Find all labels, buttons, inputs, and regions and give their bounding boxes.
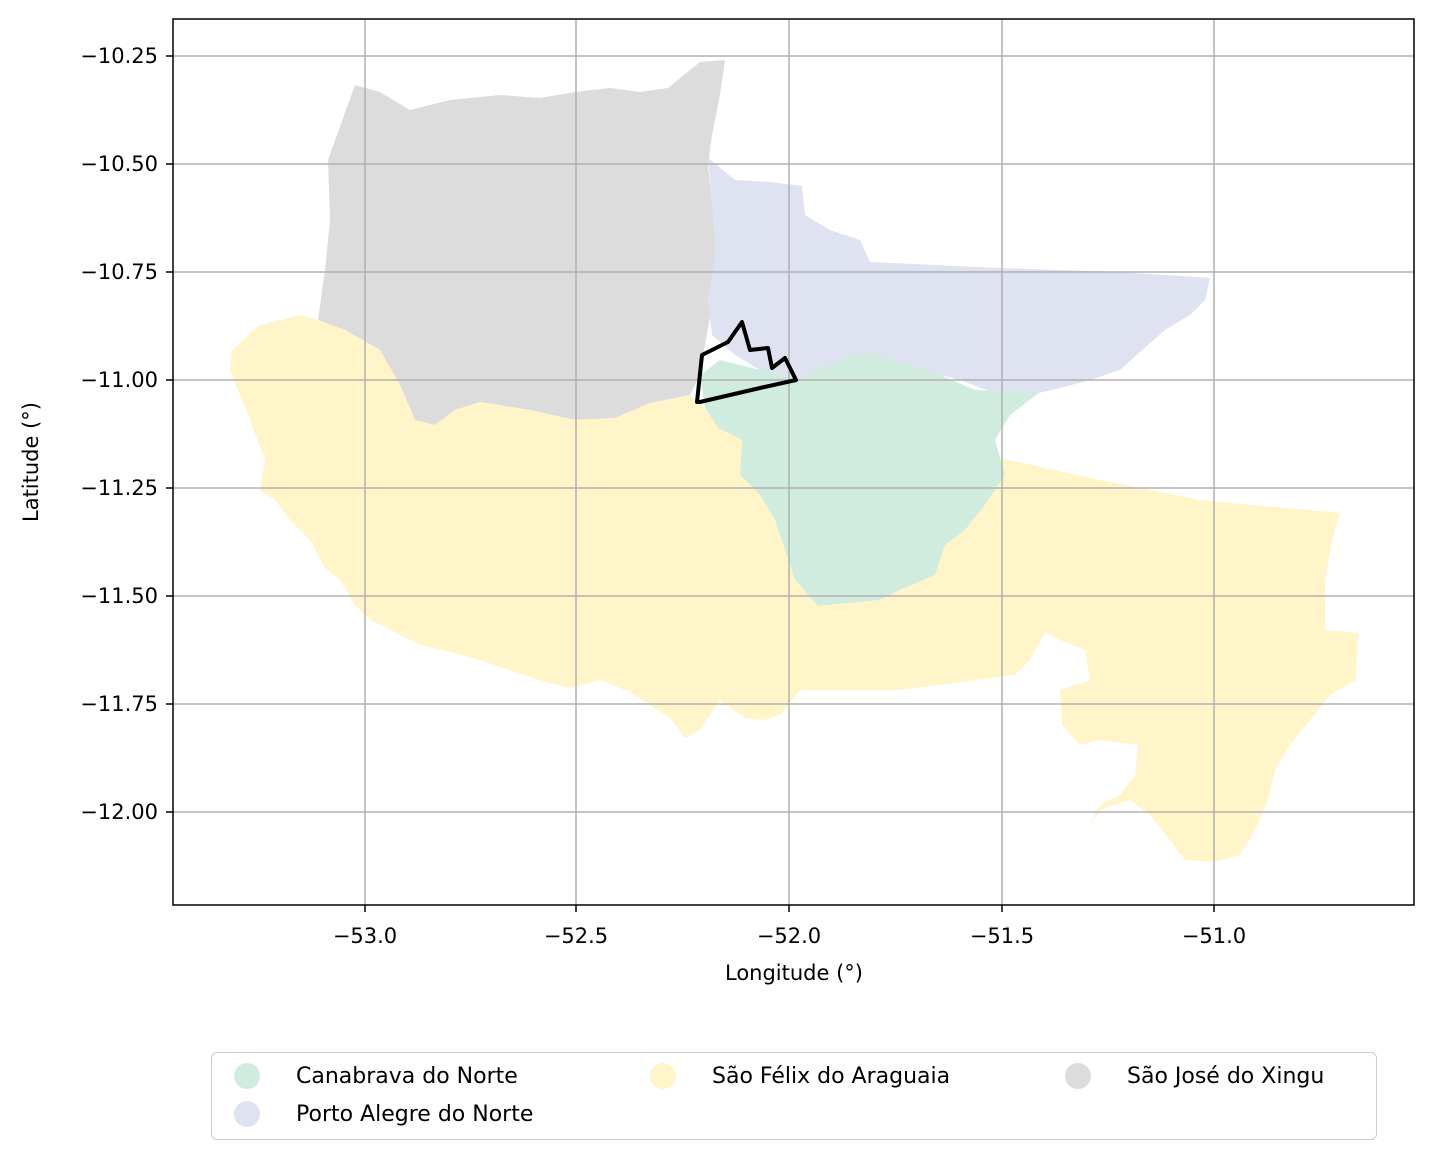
legend-item-porto-alegre: Porto Alegre do Norte [234,1101,533,1127]
legend-item-canabrava: Canabrava do Norte [234,1063,518,1089]
legend-marker [234,1101,260,1127]
y-tick-labels: −10.25 −10.50 −10.75 −11.00 −11.25 −11.5… [80,44,158,824]
x-axis-label: Longitude (°) [725,961,863,985]
y-axis-label: Latitude (°) [19,402,43,522]
x-tick-label: −51.0 [1182,924,1246,948]
region-canabrava-do-norte [700,352,1040,606]
legend-label: São Félix do Araguaia [712,1063,951,1089]
map-figure: −53.0 −52.5 −52.0 −51.5 −51.0 −10.25 −10… [19,18,1415,985]
region-sao-felix-do-araguaia [230,315,1358,862]
legend: Canabrava do Norte São Félix do Araguaia… [211,1052,1377,1140]
x-tick-labels: −53.0 −52.5 −52.0 −51.5 −51.0 [333,924,1246,948]
region-porto-alegre-do-norte [708,158,1210,395]
legend-marker [650,1063,676,1089]
legend-item-sao-jose: São José do Xingu [1065,1063,1324,1089]
y-tick-label: −11.25 [80,476,158,500]
plot-frame [172,18,1415,906]
legend-label: Canabrava do Norte [296,1063,518,1089]
legend-marker [234,1063,260,1089]
highlight-outline [695,320,798,404]
tick-marks [166,55,1215,912]
y-tick-label: −10.50 [80,152,158,176]
regions [230,60,1358,862]
y-tick-label: −11.50 [80,584,158,608]
y-tick-label: −10.25 [80,44,158,68]
legend-marker [1065,1063,1091,1089]
y-tick-label: −11.75 [80,692,158,716]
legend-label: São José do Xingu [1127,1063,1325,1089]
x-tick-label: −53.0 [333,924,397,948]
legend-item-sao-felix: São Félix do Araguaia [650,1063,950,1089]
x-tick-label: −52.0 [757,924,821,948]
x-tick-label: −51.5 [970,924,1034,948]
y-tick-label: −10.75 [80,260,158,284]
x-tick-label: −52.5 [544,924,608,948]
region-sao-jose-do-xingu [318,60,725,425]
legend-label: Porto Alegre do Norte [296,1101,534,1127]
y-tick-label: −11.00 [80,368,158,392]
y-tick-label: −12.00 [80,800,158,824]
